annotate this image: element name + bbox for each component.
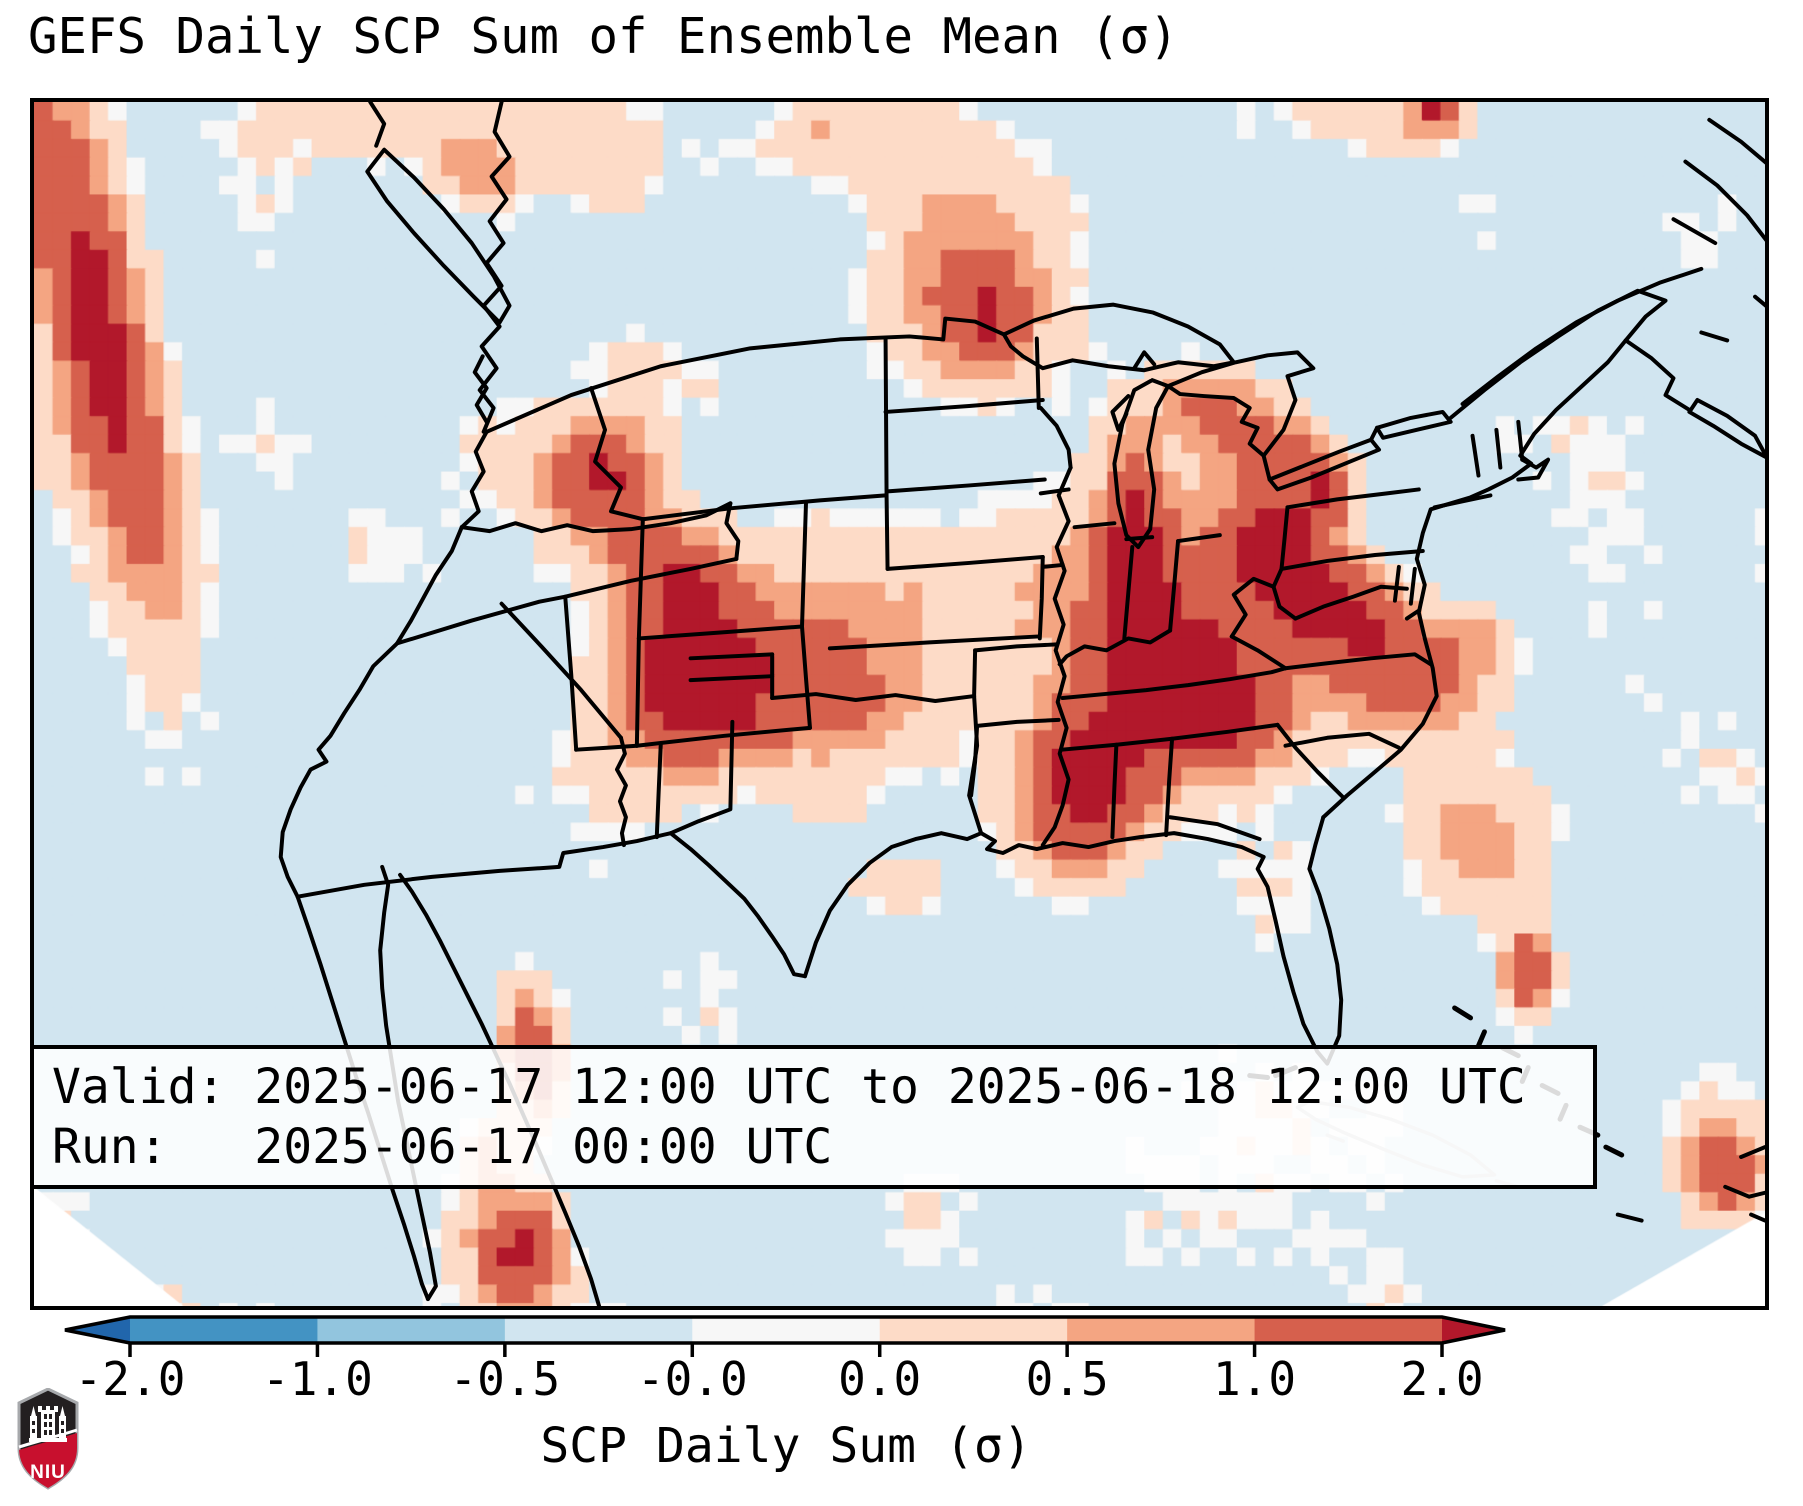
page-title: GEFS Daily SCP Sum of Ensemble Mean (σ) (28, 8, 1179, 65)
colorbar (64, 1315, 1506, 1357)
info-run-line: Run: 2025-06-17 00:00 UTC (52, 1119, 833, 1175)
colorbar-tick-label: 2.0 (1400, 1352, 1484, 1406)
colorbar-tick-label: -0.5 (449, 1352, 561, 1406)
colorbar-tick-label: 1.0 (1213, 1352, 1297, 1406)
logo-text: NIU (30, 1462, 66, 1483)
logo-castle-windows (32, 1414, 64, 1435)
colorbar-tick-labels: -2.0 -1.0 -0.5 -0.0 0.0 0.5 1.0 2.0 (0, 1352, 1803, 1406)
niu-logo: NIU (17, 1388, 79, 1490)
colorbar-tick-label: -0.0 (636, 1352, 748, 1406)
colorbar-tick-label: -2.0 (74, 1352, 186, 1406)
info-box: Valid: 2025-06-17 12:00 UTC to 2025-06-1… (30, 1045, 1597, 1189)
colorbar-tick-label: 0.0 (838, 1352, 922, 1406)
colorbar-axis-label: SCP Daily Sum (σ) (540, 1418, 1032, 1474)
colorbar-tick-label: 0.5 (1025, 1352, 1109, 1406)
info-valid-line: Valid: 2025-06-17 12:00 UTC to 2025-06-1… (52, 1059, 1526, 1115)
logo-red-band (19, 1433, 77, 1488)
colorbar-tick-label: -1.0 (262, 1352, 373, 1406)
